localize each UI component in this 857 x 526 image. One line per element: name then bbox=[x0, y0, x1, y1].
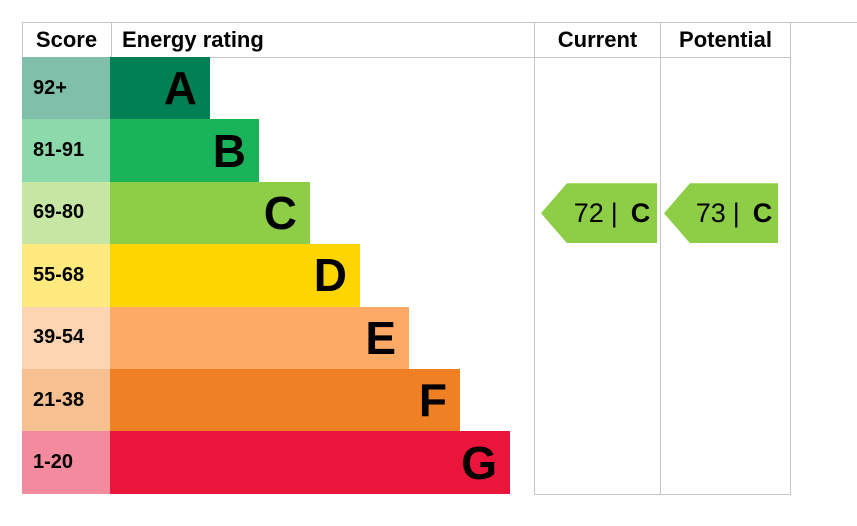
current-separator: | bbox=[610, 197, 618, 228]
rating-bar: E bbox=[110, 306, 409, 369]
table-top-border bbox=[22, 22, 857, 23]
score-cell: 1-20 bbox=[22, 431, 110, 494]
table-right-border bbox=[790, 22, 791, 495]
band-row-f: 21-38 F bbox=[22, 368, 522, 432]
current-header: Current bbox=[557, 26, 638, 52]
rating-bands: 92+ A 81-91 B 69-80 C 55-68 D 39-54 E 21… bbox=[22, 57, 522, 494]
rating-bar: G bbox=[110, 431, 510, 494]
rating-bar: B bbox=[110, 119, 259, 182]
current-arrow: 72 | C bbox=[541, 183, 657, 244]
band-row-a: 92+ A bbox=[22, 57, 522, 120]
score-header: Score bbox=[35, 26, 98, 52]
potential-rating: C bbox=[752, 197, 773, 228]
header-left-border bbox=[22, 22, 23, 57]
rating-bar: F bbox=[110, 368, 460, 432]
potential-separator: | bbox=[732, 197, 740, 228]
header-underline bbox=[22, 57, 790, 58]
current-column-divider bbox=[534, 22, 535, 495]
current-rating: C bbox=[630, 197, 651, 228]
score-cell: 55-68 bbox=[22, 244, 110, 307]
potential-header: Potential bbox=[679, 26, 772, 52]
rating-bar: A bbox=[110, 57, 210, 120]
table-bottom-border bbox=[534, 494, 790, 495]
potential-column-divider bbox=[660, 22, 661, 495]
rating-bar: C bbox=[110, 181, 310, 245]
band-row-g: 1-20 G bbox=[22, 431, 522, 494]
score-cell: 81-91 bbox=[22, 119, 110, 182]
score-column-divider bbox=[111, 22, 112, 57]
score-cell: 69-80 bbox=[22, 181, 110, 245]
band-row-c: 69-80 C bbox=[22, 181, 522, 245]
energy-rating-header: Energy rating bbox=[122, 26, 264, 52]
score-cell: 92+ bbox=[22, 57, 110, 120]
band-row-e: 39-54 E bbox=[22, 306, 522, 369]
current-score: 72 bbox=[573, 197, 604, 228]
potential-arrow: 73 | C bbox=[664, 183, 778, 244]
score-cell: 21-38 bbox=[22, 368, 110, 432]
score-cell: 39-54 bbox=[22, 306, 110, 369]
band-row-d: 55-68 D bbox=[22, 244, 522, 307]
rating-bar: D bbox=[110, 244, 360, 307]
potential-score: 73 bbox=[695, 197, 726, 228]
band-row-b: 81-91 B bbox=[22, 119, 522, 182]
